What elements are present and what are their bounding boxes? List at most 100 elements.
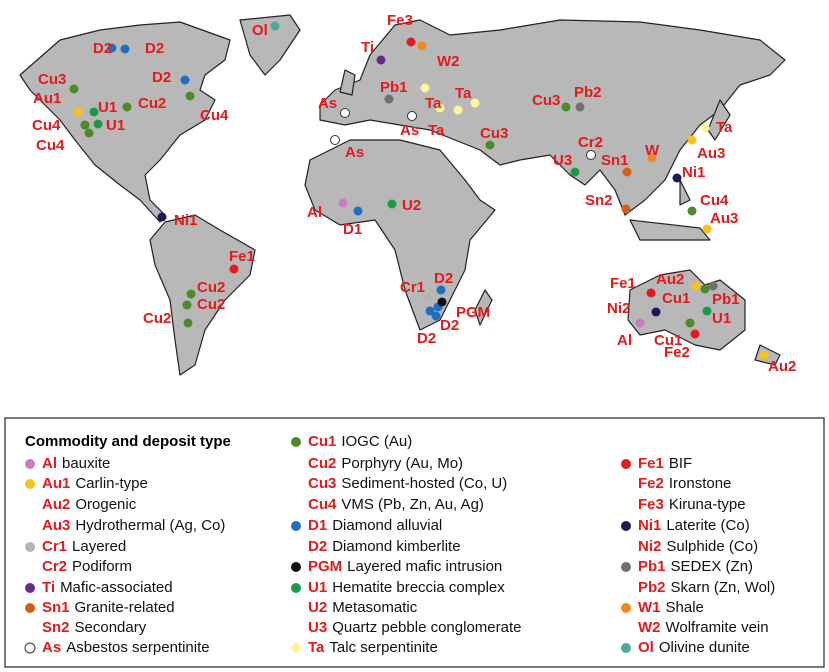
deposit-dot: [120, 44, 130, 54]
deposit-label: Ol: [252, 22, 268, 39]
deposit-label: Cu2: [138, 95, 166, 112]
legend-dot: [25, 603, 35, 613]
legend-entry: Cr1 Layered: [42, 538, 126, 555]
legend-desc: Secondary: [75, 619, 147, 636]
deposit-label: Cu4: [200, 107, 229, 124]
legend-desc: Skarn (Zn, Wol): [671, 579, 776, 596]
legend-entry: Au1 Carlin-type: [42, 475, 148, 492]
legend-code: Au1: [42, 475, 70, 492]
deposit-dot: [687, 135, 697, 145]
africa: [304, 139, 496, 331]
legend-code: As: [42, 639, 61, 656]
legend-code: Ni1: [638, 517, 661, 534]
legend-code: Fe3: [638, 496, 664, 513]
deposit-dot: [384, 94, 394, 104]
deposit-label: Cu2: [197, 279, 225, 296]
deposit-dot: [622, 167, 632, 177]
legend-desc: Diamond kimberlite: [332, 538, 460, 555]
legend-desc: IOGC (Au): [341, 433, 412, 450]
deposit-dot: [186, 289, 196, 299]
deposit-label: U1: [712, 310, 731, 327]
deposit-dot: [586, 150, 596, 160]
deposit-label: Pb1: [712, 291, 740, 308]
legend-code: Au2: [42, 496, 70, 513]
legend-desc: Laterite (Co): [666, 517, 749, 534]
legend-entry: Ol Olivine dunite: [638, 639, 750, 656]
deposit-label: As: [345, 144, 364, 161]
deposit-label: D1: [343, 221, 362, 238]
legend-desc: bauxite: [62, 455, 110, 472]
legend-code: Ti: [42, 579, 55, 596]
deposit-dot: [406, 37, 416, 47]
deposit-label: Ni1: [682, 164, 705, 181]
deposit-label: D2: [152, 69, 171, 86]
deposit-label: Cu2: [143, 310, 171, 327]
legend-dot: [621, 521, 631, 531]
deposit-dot: [575, 102, 585, 112]
legend-desc: Ironstone: [669, 475, 732, 492]
deposit-label: Fe1: [229, 248, 255, 265]
deposit-dot: [759, 350, 769, 360]
legend-entry: As Asbestos serpentinite: [42, 639, 210, 656]
deposit-label: Au1: [33, 90, 61, 107]
deposit-label: Cr2: [578, 134, 603, 151]
legend-entry: Au3 Hydrothermal (Ag, Co): [42, 517, 225, 534]
deposit-dot: [73, 107, 83, 117]
legend-code: D2: [308, 538, 327, 555]
deposit-label: Au2: [768, 358, 796, 375]
legend-desc: Mafic-associated: [60, 579, 173, 596]
deposit-dot: [420, 83, 430, 93]
deposit-label: W: [645, 142, 660, 159]
deposit-dot: [672, 173, 682, 183]
deposit-label: Pb1: [380, 79, 408, 96]
deposit-dot: [647, 153, 657, 163]
legend-dot: [25, 583, 35, 593]
deposit-label: U1: [106, 117, 125, 134]
legend-code: PGM: [308, 558, 342, 575]
south-america: [149, 214, 256, 376]
deposit-dot: [122, 102, 132, 112]
legend-desc: Hematite breccia complex: [332, 579, 505, 596]
legend-desc: Granite-related: [75, 599, 175, 616]
greenland: [239, 14, 301, 76]
deposit-dot: [708, 281, 718, 291]
deposit-label: Cu4: [32, 117, 61, 134]
deposit-dot: [89, 107, 99, 117]
deposit-dot: [387, 199, 397, 209]
legend-code: Au3: [42, 517, 70, 534]
deposit-label: PGM: [456, 304, 490, 321]
deposit-label: D2: [145, 40, 164, 57]
legend-entry: Fe1 BIF: [638, 455, 692, 472]
deposit-dot: [470, 98, 480, 108]
deposit-label: Cu4: [36, 137, 65, 154]
legend-entry: Ta Talc serpentinite: [308, 639, 438, 656]
deposit-dot: [270, 21, 280, 31]
legend-entry: Cu1 IOGC (Au): [308, 433, 412, 450]
legend-desc: Wolframite vein: [666, 619, 769, 636]
legend-dot: [291, 583, 301, 593]
legend-dot: [24, 642, 36, 654]
deposit-label: D2: [93, 40, 112, 57]
deposit-dot: [182, 300, 192, 310]
deposit-label: Ni1: [174, 212, 197, 229]
legend-desc: Kiruna-type: [669, 496, 746, 513]
legend-code: Pb2: [638, 579, 666, 596]
legend-code: Cr2: [42, 558, 67, 575]
deposit-label: U2: [402, 197, 421, 214]
legend-dot: [291, 562, 301, 572]
deposit-label: Au3: [697, 145, 725, 162]
deposit-label: As: [400, 122, 419, 139]
deposit-label: Ta: [425, 95, 442, 112]
legend-entry: Cu2 Porphyry (Au, Mo): [308, 455, 463, 472]
legend-dot: [25, 459, 35, 469]
legend-dot: [621, 562, 631, 572]
legend-desc: Shale: [666, 599, 704, 616]
indonesia: [629, 219, 711, 241]
legend-code: Ta: [308, 639, 325, 656]
legend-title: Commodity and deposit type: [25, 433, 231, 450]
deposit-dot: [685, 318, 695, 328]
deposit-dot: [690, 329, 700, 339]
deposit-dot: [425, 306, 435, 316]
legend-dot: [25, 542, 35, 552]
